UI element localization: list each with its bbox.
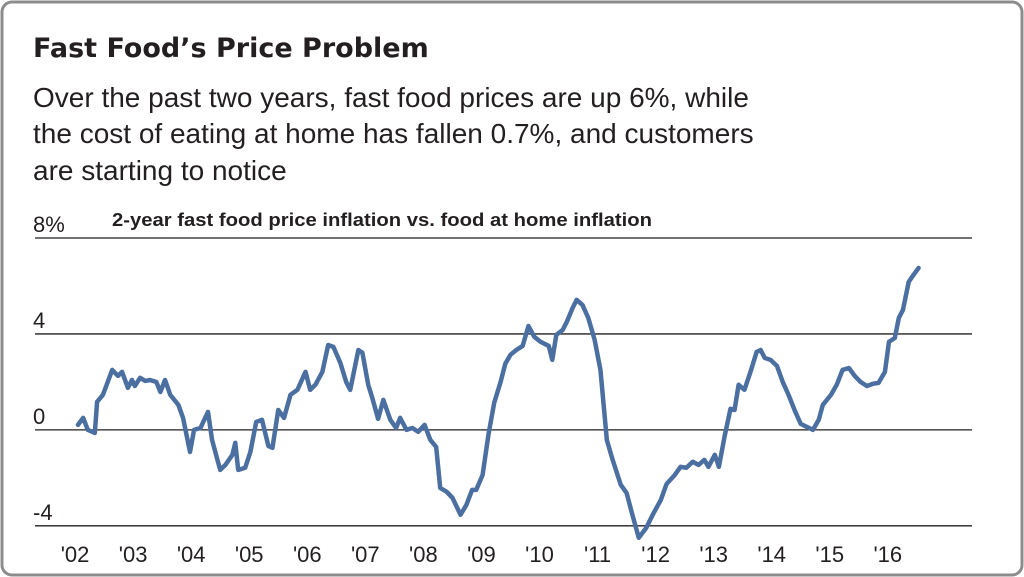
x-tick-label: '09 xyxy=(467,542,496,567)
x-tick-label: '06 xyxy=(293,542,322,567)
x-tick-label: '07 xyxy=(351,542,380,567)
y-tick-label: 4 xyxy=(33,308,45,333)
x-tick-label: '11 xyxy=(584,542,611,567)
x-tick-label: '04 xyxy=(177,542,206,567)
subtitle-line: are starting to notice xyxy=(33,155,287,186)
subtitle-line: Over the past two years, fast food price… xyxy=(33,82,749,113)
x-tick-label: '13 xyxy=(699,542,728,567)
data-line xyxy=(75,265,921,541)
x-tick-label: '10 xyxy=(525,542,554,567)
x-tick-label: '12 xyxy=(641,542,670,567)
x-tick-label: '03 xyxy=(119,542,148,567)
x-tick-label: '14 xyxy=(757,542,786,567)
y-tick-label: 0 xyxy=(33,404,45,429)
y-tick-label: -4 xyxy=(33,500,53,525)
subtitle-line: the cost of eating at home has fallen 0.… xyxy=(33,118,754,149)
x-tick-label: '05 xyxy=(235,542,264,567)
chart-title: Fast Food’s Price Problem xyxy=(33,33,429,64)
x-tick-label: '02 xyxy=(61,542,90,567)
chart-label: 2-year fast food price inflation vs. foo… xyxy=(112,210,652,230)
x-tick-label: '08 xyxy=(409,542,438,567)
x-tick-label: '15 xyxy=(815,542,844,567)
y-tick-label: 8% xyxy=(33,212,65,237)
x-tick-label: '16 xyxy=(873,542,902,567)
